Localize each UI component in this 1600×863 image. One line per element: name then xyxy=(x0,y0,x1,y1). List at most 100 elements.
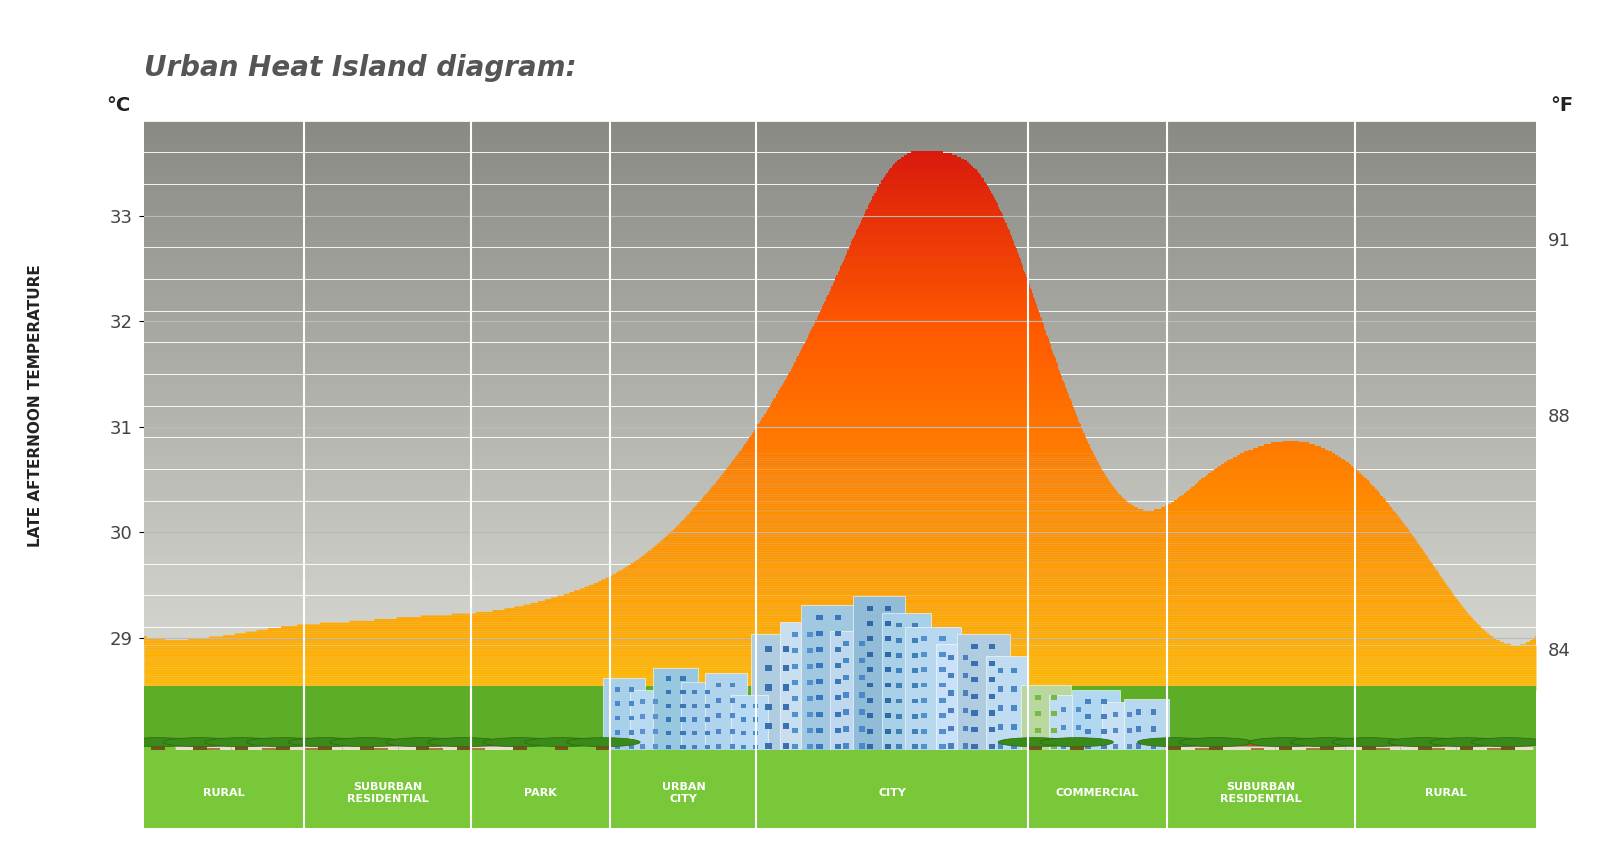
Bar xyxy=(1195,748,1210,750)
Text: COMMERCIAL: COMMERCIAL xyxy=(1056,788,1139,798)
Bar xyxy=(144,136,1536,138)
Bar xyxy=(144,482,1536,483)
Bar xyxy=(754,717,758,721)
Bar xyxy=(843,692,850,697)
Bar xyxy=(144,470,1536,472)
Bar xyxy=(144,170,1536,172)
Bar xyxy=(304,748,318,750)
Bar xyxy=(741,704,746,708)
Bar xyxy=(144,172,1536,174)
Bar xyxy=(144,368,1536,369)
Text: LATE AFTERNOON TEMPERATURE: LATE AFTERNOON TEMPERATURE xyxy=(27,264,43,547)
Bar xyxy=(939,728,946,734)
Bar xyxy=(859,692,864,697)
Bar xyxy=(144,417,1536,419)
Circle shape xyxy=(386,738,459,746)
Text: SUBURBAN
RESIDENTIAL: SUBURBAN RESIDENTIAL xyxy=(1221,782,1302,803)
Bar xyxy=(963,655,968,660)
Bar xyxy=(835,679,842,684)
Bar xyxy=(885,652,891,657)
Bar xyxy=(144,537,1536,539)
Bar xyxy=(144,124,1536,127)
Bar xyxy=(144,157,1536,159)
Bar xyxy=(782,665,789,671)
Bar xyxy=(1027,746,1042,750)
Bar xyxy=(144,675,1536,677)
Bar xyxy=(144,288,1536,290)
Bar xyxy=(144,605,1536,607)
Circle shape xyxy=(1248,738,1322,746)
Bar xyxy=(144,569,1536,570)
Bar xyxy=(144,273,1536,274)
Text: URBAN
CITY: URBAN CITY xyxy=(661,782,706,803)
Bar xyxy=(1306,748,1320,750)
Bar xyxy=(1101,744,1107,749)
Bar xyxy=(706,731,710,735)
Bar xyxy=(144,521,1536,523)
Bar xyxy=(1011,724,1016,730)
Bar xyxy=(144,205,1536,206)
Bar xyxy=(963,690,968,696)
Bar xyxy=(144,512,1536,513)
Circle shape xyxy=(998,738,1072,746)
Bar xyxy=(144,236,1536,238)
Bar xyxy=(144,404,1536,406)
Bar xyxy=(144,662,1536,664)
Bar xyxy=(277,746,290,750)
Bar xyxy=(792,664,798,669)
Bar xyxy=(144,279,1536,280)
Bar xyxy=(144,254,1536,255)
Bar xyxy=(885,606,891,610)
Bar xyxy=(144,265,1536,267)
Bar xyxy=(144,466,1536,469)
Bar xyxy=(912,653,918,658)
Text: PARK: PARK xyxy=(525,788,557,798)
Bar xyxy=(859,727,864,732)
Bar xyxy=(1126,744,1133,749)
Bar xyxy=(144,349,1536,350)
Bar xyxy=(885,714,891,718)
Bar xyxy=(843,675,850,680)
Bar xyxy=(1114,712,1118,717)
Bar xyxy=(144,398,1536,400)
Bar xyxy=(920,652,928,657)
Bar xyxy=(1075,725,1082,730)
Bar xyxy=(144,652,1536,654)
Bar xyxy=(144,624,1536,626)
Bar xyxy=(144,559,1536,561)
Bar xyxy=(144,148,1536,149)
Bar xyxy=(782,684,789,690)
Bar xyxy=(816,744,822,749)
Bar xyxy=(144,635,1536,637)
Bar xyxy=(144,187,1536,189)
Bar xyxy=(144,337,1536,339)
Circle shape xyxy=(1179,738,1253,746)
Bar xyxy=(896,699,902,703)
Text: CITY: CITY xyxy=(878,788,906,798)
Bar xyxy=(144,130,1536,132)
Bar xyxy=(792,648,798,652)
Bar xyxy=(741,731,746,735)
Bar xyxy=(939,714,946,718)
Bar xyxy=(843,658,850,664)
Bar xyxy=(144,461,1536,463)
Bar xyxy=(144,217,1536,219)
Bar xyxy=(144,608,1536,611)
Bar xyxy=(144,516,1536,518)
Bar xyxy=(835,647,842,652)
Bar xyxy=(614,745,619,749)
Bar xyxy=(843,727,850,732)
Bar xyxy=(853,596,906,750)
Bar xyxy=(144,356,1536,358)
Bar xyxy=(144,189,1536,191)
Bar xyxy=(1101,699,1107,704)
Bar xyxy=(144,379,1536,381)
Bar xyxy=(629,715,634,721)
Bar xyxy=(835,728,842,733)
Bar xyxy=(144,527,1536,529)
Circle shape xyxy=(1333,738,1406,746)
Bar xyxy=(144,377,1536,379)
Bar xyxy=(144,561,1536,564)
Bar xyxy=(691,745,696,749)
Bar xyxy=(144,529,1536,531)
